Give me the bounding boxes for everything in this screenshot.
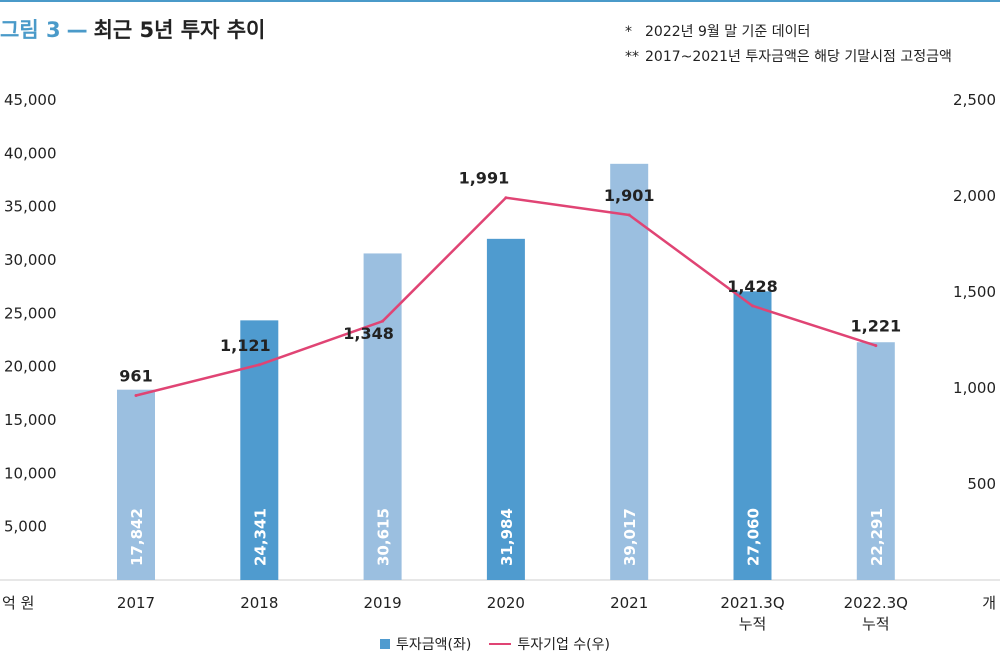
bar bbox=[610, 163, 649, 580]
note-marker: * bbox=[625, 24, 632, 40]
line-value-label: 1,121 bbox=[220, 336, 271, 355]
left-axis-tick: 20,000 bbox=[4, 358, 57, 376]
left-axis-tick: 10,000 bbox=[4, 464, 57, 482]
left-axis-tick: 15,000 bbox=[4, 411, 57, 429]
bar-value-label: 17,842 bbox=[128, 508, 146, 566]
line-value-label: 1,991 bbox=[459, 169, 510, 188]
line-point bbox=[134, 393, 138, 397]
bar-value-label: 24,341 bbox=[251, 508, 269, 566]
left-axis-tick: 45,000 bbox=[4, 91, 57, 109]
note-marker: ** bbox=[625, 49, 639, 65]
line-point bbox=[381, 319, 385, 323]
x-axis-category-label: 2017 bbox=[117, 594, 155, 612]
right-axis-unit: 개 bbox=[982, 594, 996, 612]
bar bbox=[733, 291, 772, 580]
bar-value-label: 22,291 bbox=[868, 508, 886, 566]
left-axis-tick: 5,000 bbox=[4, 518, 47, 536]
bar bbox=[856, 342, 895, 580]
legend-line-label: 투자기업 수(우) bbox=[517, 637, 610, 653]
figure-label: 그림 3 bbox=[0, 18, 61, 42]
x-axis-category-label: 2021.3Q bbox=[720, 594, 784, 612]
bar-value-label: 27,060 bbox=[745, 508, 763, 566]
bar-value-label: 30,615 bbox=[375, 508, 393, 566]
left-axis-tick: 40,000 bbox=[4, 144, 57, 162]
left-axis-tick: 30,000 bbox=[4, 251, 57, 269]
line-value-label: 1,348 bbox=[343, 324, 394, 343]
left-axis-tick: 25,000 bbox=[4, 304, 57, 322]
bar bbox=[486, 238, 525, 580]
title-dash: — bbox=[66, 18, 88, 42]
note-line: * 2022년 9월 말 기준 데이터 bbox=[625, 20, 952, 45]
right-axis-tick: 2,000 bbox=[953, 187, 996, 205]
line-value-label: 1,221 bbox=[850, 317, 901, 336]
top-rule bbox=[0, 0, 1000, 2]
line-point bbox=[257, 363, 261, 367]
line-value-label: 961 bbox=[119, 366, 152, 385]
right-axis-tick: 1,500 bbox=[953, 283, 996, 301]
x-axis-category-label: 누적 bbox=[739, 615, 767, 633]
line-point bbox=[504, 196, 508, 200]
bar-value-label: 31,984 bbox=[498, 508, 516, 566]
line-value-label: 1,428 bbox=[727, 277, 778, 296]
right-axis-tick: 2,500 bbox=[953, 91, 996, 109]
title-text: 최근 5년 투자 추이 bbox=[93, 18, 266, 42]
note-line: ** 2017~2021년 투자금액은 해당 기말시점 고정금액 bbox=[625, 45, 952, 70]
legend-bar-swatch bbox=[380, 639, 390, 649]
note-text: 2022년 9월 말 기준 데이터 bbox=[645, 24, 811, 40]
bar bbox=[117, 389, 155, 580]
legend-line-swatch bbox=[489, 643, 512, 645]
chart-legend: 투자금액(좌) 투자기업 수(우) bbox=[380, 634, 610, 654]
line-point bbox=[751, 304, 754, 308]
x-axis-category-label: 2020 bbox=[487, 594, 525, 612]
x-axis-category-label: 2019 bbox=[364, 594, 402, 612]
x-axis-category-label: 2021 bbox=[610, 594, 648, 612]
left-axis-tick: 35,000 bbox=[4, 198, 57, 216]
right-axis-tick: 500 bbox=[967, 475, 996, 493]
left-axis-unit: 억 원 bbox=[2, 594, 34, 612]
chart-notes: * 2022년 9월 말 기준 데이터 ** 2017~2021년 투자금액은 해당… bbox=[625, 20, 952, 70]
note-text: 2017~2021년 투자금액은 해당 기말시점 고정금액 bbox=[645, 49, 952, 65]
bar-value-label: 39,017 bbox=[621, 508, 639, 566]
line-point bbox=[627, 213, 631, 217]
x-axis-category-label: 2018 bbox=[240, 594, 278, 612]
chart-title: 그림 3— 최근 5년 투자 추이 bbox=[0, 14, 265, 44]
line-value-label: 1,901 bbox=[604, 186, 655, 205]
x-axis-category-label: 2022.3Q bbox=[844, 594, 908, 612]
x-axis-category-label: 누적 bbox=[862, 615, 890, 633]
legend-bar-label: 투자금액(좌) bbox=[396, 637, 472, 653]
line-point bbox=[874, 344, 878, 348]
right-axis-tick: 1,000 bbox=[953, 379, 996, 397]
